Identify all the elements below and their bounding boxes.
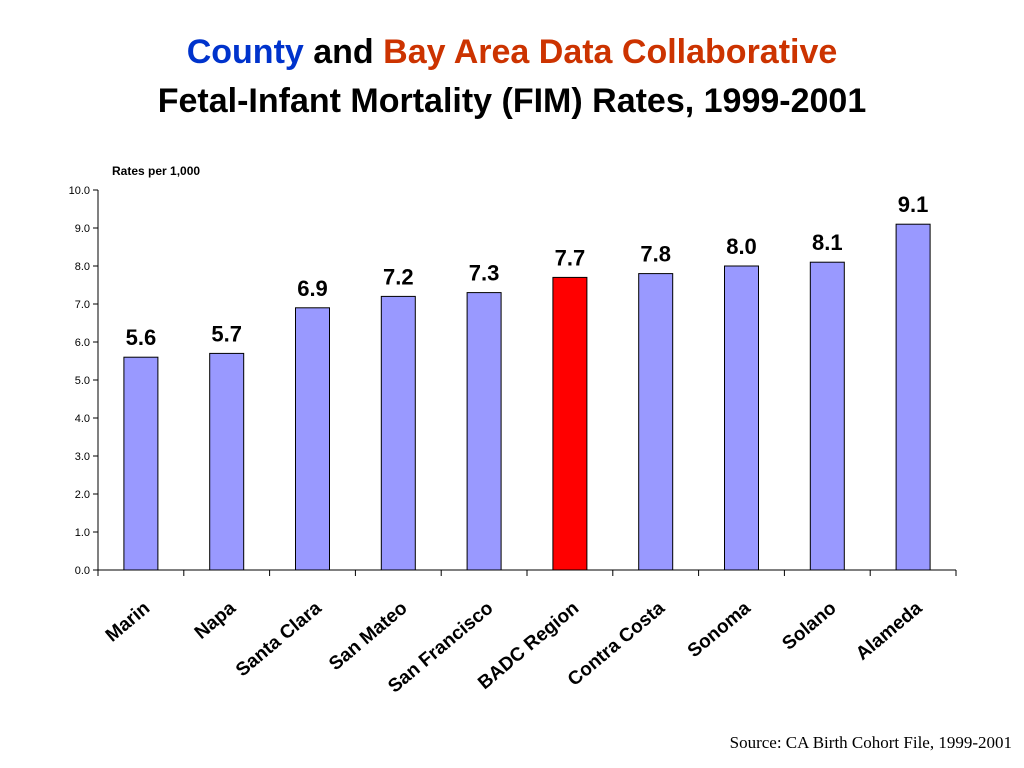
y-tick-label: 10.0 xyxy=(69,185,90,197)
bar-san-mateo xyxy=(380,295,416,571)
y-tick-label: 4.0 xyxy=(75,413,90,425)
x-tick-label: Napa xyxy=(191,597,240,643)
y-tick-label: 6.0 xyxy=(75,337,90,349)
y-tick-label: 9.0 xyxy=(75,223,90,235)
chart-title-line-2: Fetal-Infant Mortality (FIM) Rates, 1999… xyxy=(157,82,867,120)
data-label: 7.7 xyxy=(555,245,586,270)
bar-contra-costa xyxy=(638,273,674,571)
data-label: 7.3 xyxy=(469,261,500,286)
title-and: and xyxy=(313,33,374,71)
x-tick-label: Santa Clara xyxy=(232,597,326,681)
x-tick-label: Solano xyxy=(778,598,840,655)
bars xyxy=(123,223,931,571)
bar-san-francisco xyxy=(466,292,502,571)
y-axis-label: Rates per 1,000 xyxy=(112,164,200,178)
y-tick-label: 7.0 xyxy=(75,299,90,311)
data-label: 9.1 xyxy=(898,192,929,217)
bar-alameda xyxy=(895,223,931,571)
data-label: 8.1 xyxy=(812,230,843,255)
chart-title-line-1: County and Bay Area Data Collaborative xyxy=(0,32,1024,72)
bar-sonoma xyxy=(724,265,759,571)
x-tick-label: Alameda xyxy=(852,597,927,664)
data-label: 7.2 xyxy=(383,264,414,289)
bar-napa xyxy=(209,352,245,571)
source-note: Source: CA Birth Cohort File, 1999-2001 xyxy=(729,733,1012,752)
title-county: County xyxy=(186,33,304,71)
x-tick-label: San Mateo xyxy=(325,598,411,675)
y-tick-label: 3.0 xyxy=(75,451,90,463)
bar-solano xyxy=(809,261,845,571)
x-tick-label: Sonoma xyxy=(684,597,755,662)
x-tick-label: Marin xyxy=(102,598,154,647)
data-labels: 5.6 5.7 6.9 7.2 7.3 7.7 7.8 8.0 8.1 9.1 xyxy=(126,192,929,350)
y-tick-label: 8.0 xyxy=(75,261,90,273)
title-badc: Bay Area Data Collaborative xyxy=(383,33,838,71)
y-tick-label: 2.0 xyxy=(75,489,90,501)
bar-marin xyxy=(123,356,159,571)
data-label: 7.8 xyxy=(640,242,671,267)
bar-badc-region xyxy=(552,276,588,571)
data-label: 6.9 xyxy=(297,276,328,301)
y-tick-label: 5.0 xyxy=(75,375,90,387)
data-label: 5.7 xyxy=(211,321,242,346)
y-tick-label: 0.0 xyxy=(75,565,90,577)
data-label: 5.6 xyxy=(126,325,157,350)
y-tick-label: 1.0 xyxy=(75,527,90,539)
bar-santa-clara xyxy=(295,307,330,571)
data-label: 8.0 xyxy=(726,234,757,259)
